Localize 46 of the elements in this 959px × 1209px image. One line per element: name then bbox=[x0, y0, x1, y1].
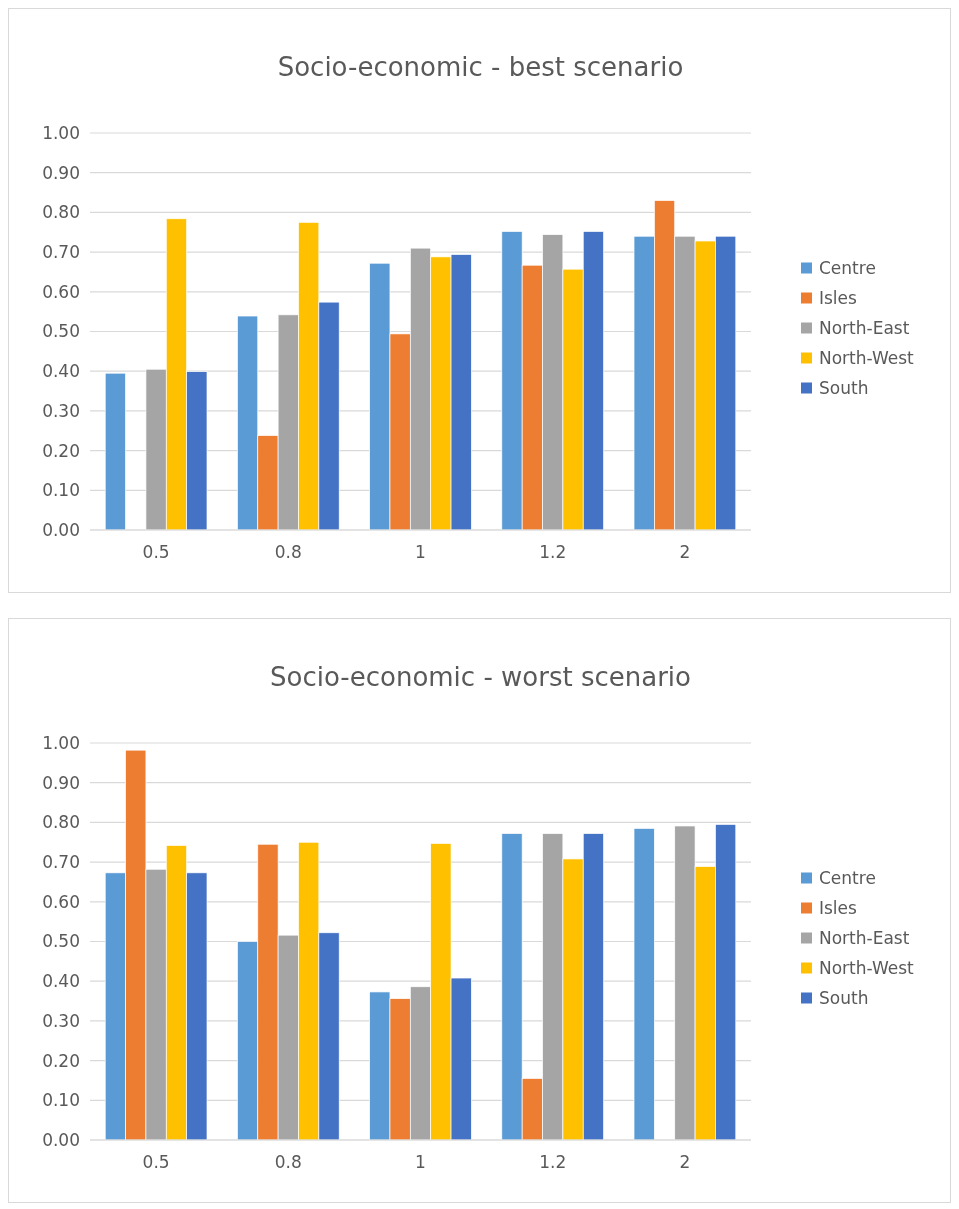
legend-label: North-West bbox=[819, 958, 915, 979]
x-tick-label: 1.2 bbox=[539, 542, 567, 562]
x-tick-label: 2 bbox=[679, 542, 691, 562]
y-tick-label: 0.70 bbox=[42, 852, 80, 873]
x-tick-label: 0.5 bbox=[142, 542, 170, 562]
y-tick-label: 0.60 bbox=[42, 891, 80, 912]
y-tick-label: 0.10 bbox=[42, 1090, 80, 1111]
legend-label: South bbox=[819, 988, 869, 1009]
legend-label: Isles bbox=[819, 898, 858, 919]
y-tick-label: 0.10 bbox=[42, 480, 80, 501]
y-tick-label: 0.40 bbox=[42, 971, 80, 992]
legend-label: Centre bbox=[819, 258, 876, 279]
y-tick-label: 0.00 bbox=[42, 1129, 80, 1150]
y-tick-label: 0.50 bbox=[42, 321, 80, 342]
legend-label: North-West bbox=[819, 348, 915, 369]
y-tick-label: 0.50 bbox=[42, 931, 80, 952]
y-tick-label: 0.30 bbox=[42, 400, 80, 421]
x-tick-label: 0.8 bbox=[274, 542, 302, 562]
x-tick-label: 0.8 bbox=[274, 1152, 302, 1172]
y-tick-label: 0.90 bbox=[42, 772, 80, 793]
y-tick-label: 1.00 bbox=[42, 732, 80, 753]
y-tick-label: 0.60 bbox=[42, 281, 80, 302]
y-tick-label: 0.20 bbox=[42, 440, 80, 461]
legend-label: Isles bbox=[819, 288, 858, 309]
y-tick-label: 0.80 bbox=[42, 202, 80, 223]
x-tick-label: 1 bbox=[415, 542, 426, 562]
x-tick-label: 1.2 bbox=[539, 1152, 567, 1172]
legend-label: Centre bbox=[819, 868, 876, 889]
x-tick-label: 0.5 bbox=[142, 1152, 170, 1172]
y-tick-label: 1.00 bbox=[42, 122, 80, 143]
y-tick-label: 0.90 bbox=[42, 162, 80, 183]
y-tick-label: 0.20 bbox=[42, 1050, 80, 1071]
bar bbox=[633, 828, 655, 1141]
legend-label: North-East bbox=[819, 928, 910, 949]
y-tick-label: 0.80 bbox=[42, 812, 80, 833]
y-tick-label: 0.40 bbox=[42, 361, 80, 382]
bar bbox=[104, 372, 126, 531]
y-tick-label: 0.70 bbox=[42, 242, 80, 263]
y-tick-label: 0.00 bbox=[42, 519, 80, 540]
chart-title: Socio-economic - worst scenario bbox=[270, 662, 691, 692]
x-tick-label: 2 bbox=[679, 1152, 691, 1172]
chart-title: Socio-economic - best scenario bbox=[277, 52, 684, 82]
x-tick-label: 1 bbox=[415, 1152, 426, 1172]
legend-label: North-East bbox=[819, 318, 910, 339]
y-tick-label: 0.30 bbox=[42, 1010, 80, 1031]
legend-label: South bbox=[819, 378, 869, 399]
